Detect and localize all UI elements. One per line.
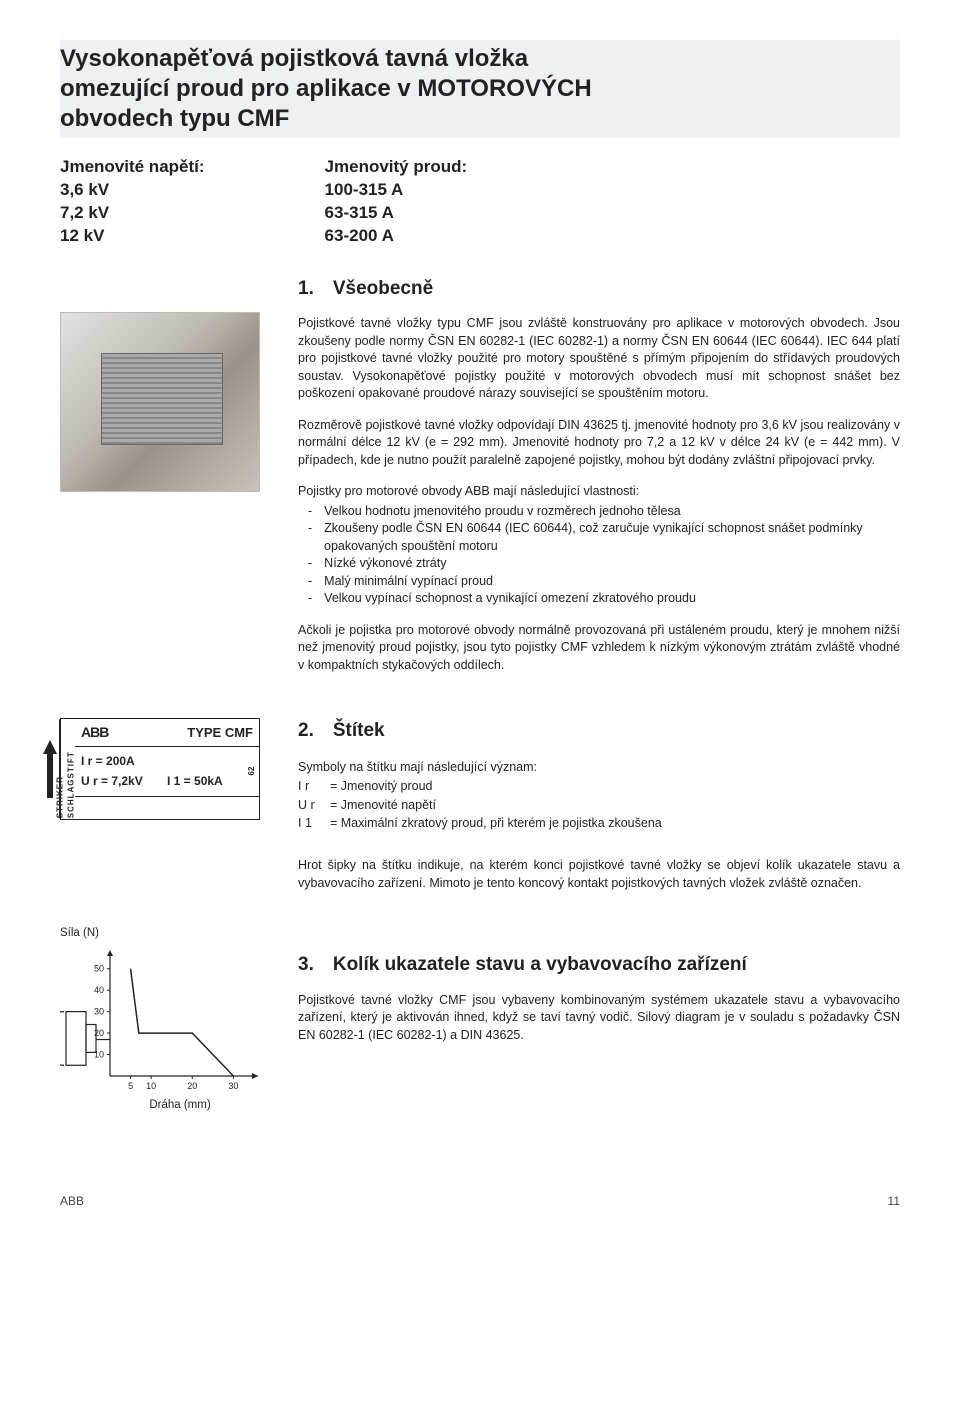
section-1-p3-intro: Pojistky pro motorové obvody ABB mají ná… [298, 483, 900, 501]
section-3: Síla (N) 10 20 30 40 50 5 10 20 30 Dráha (mm) 3.… [60, 926, 900, 1113]
title-line-2: omezující proud pro aplikace v MOTOROVÝC… [60, 75, 592, 102]
type-text: TYPE CMF [187, 724, 253, 742]
force-diagram: 10 20 30 40 50 5 10 20 30 Dráha (mm) [60, 948, 260, 1114]
label-ir: I r = 200A [81, 753, 167, 769]
symbols-intro: Symboly na štítku mají následující význa… [298, 758, 900, 777]
svg-text:20: 20 [94, 1028, 104, 1038]
force-chart-col: Síla (N) 10 20 30 40 50 5 10 20 30 Dráha (mm) [60, 926, 270, 1113]
svg-text:40: 40 [94, 985, 104, 995]
section-3-text: 3. Kolík ukazatele stavu a vybavovacího … [298, 926, 900, 1113]
prop-3: Malý minimální vypínací proud [298, 573, 900, 591]
label-plate: STRIKER – SCHLAGSTIFT ABB TYPE CMF I r =… [60, 718, 260, 819]
def-i1: = Maximální zkratový proud, při kterém j… [330, 814, 662, 833]
sym-ir: I r [298, 777, 320, 796]
current-row-1: 63-315 A [325, 202, 468, 225]
section-1: 1. Všeobecně Pojistkové tavné vložky typ… [60, 276, 900, 689]
properties-list: Velkou hodnotu jmenovitého proudu v rozm… [298, 503, 900, 608]
prop-2: Nízké výkonové ztráty [298, 555, 900, 573]
svg-text:10: 10 [94, 1049, 104, 1059]
section-1-heading: 1. Všeobecně [298, 276, 900, 302]
title-line-1: Vysokonapěťová pojistková tavná vložka [60, 45, 528, 72]
voltage-row-0: 3,6 kV [60, 179, 205, 202]
section-2-p2: Hrot šipky na štítku indikuje, na kterém… [298, 857, 900, 892]
page-footer: ABB 11 [60, 1193, 900, 1209]
section-1-p2: Rozměrově pojistkové tavné vložky odpoví… [298, 417, 900, 470]
y-axis-label: Síla (N) [60, 926, 270, 942]
section-3-heading: 3. Kolík ukazatele stavu a vybavovacího … [298, 952, 900, 978]
label-ur: U r = 7,2kV [81, 773, 167, 789]
svg-text:10: 10 [146, 1081, 156, 1091]
title-block: Vysokonapěťová pojistková tavná vložka o… [60, 40, 900, 248]
label-plate-col: STRIKER – SCHLAGSTIFT ABB TYPE CMF I r =… [60, 718, 270, 906]
page-title: Vysokonapěťová pojistková tavná vložka o… [60, 40, 900, 138]
label-rot: 62 [247, 767, 258, 776]
abb-logo: ABB [81, 723, 108, 742]
svg-text:20: 20 [187, 1081, 197, 1091]
def-ur: = Jmenovité napětí [330, 796, 436, 815]
svg-text:5: 5 [128, 1081, 133, 1091]
footer-left: ABB [60, 1193, 84, 1209]
current-row-2: 63-200 A [325, 225, 468, 248]
label-i1: I 1 = 50kA [167, 773, 253, 789]
prop-4: Velkou vypínací schopnost a vynikající o… [298, 590, 900, 608]
label-top-row: ABB TYPE CMF [75, 719, 259, 747]
section-3-p1: Pojistkové tavné vložky CMF jsou vybaven… [298, 992, 900, 1045]
prop-1: Zkoušeny podle ČSN EN 60644 (IEC 60644),… [298, 520, 900, 555]
svg-text:30: 30 [94, 1006, 104, 1016]
section-1-p1: Pojistkové tavné vložky typu CMF jsou zv… [298, 315, 900, 403]
voltage-row-2: 12 kV [60, 225, 205, 248]
motor-image-col [60, 276, 270, 689]
section-2-text: 2. Štítek Symboly na štítku mají následu… [298, 718, 900, 906]
voltage-column: Jmenovité napětí: 3,6 kV 7,2 kV 12 kV [60, 156, 205, 248]
motor-image [60, 312, 260, 492]
voltage-row-1: 7,2 kV [60, 202, 205, 225]
section-1-p4: Ačkoli je pojistka pro motorové obvody n… [298, 622, 900, 675]
svg-text:30: 30 [228, 1081, 238, 1091]
label-bottom-row [75, 797, 259, 819]
symbol-definitions: Symboly na štítku mají následující význa… [298, 758, 900, 833]
footer-right: 11 [888, 1193, 900, 1209]
section-1-text: 1. Všeobecně Pojistkové tavné vložky typ… [298, 276, 900, 689]
prop-0: Velkou hodnotu jmenovitého proudu v rozm… [298, 503, 900, 521]
current-row-0: 100-315 A [325, 179, 468, 202]
current-column: Jmenovitý proud: 100-315 A 63-315 A 63-2… [325, 156, 468, 248]
force-chart-svg: 10 20 30 40 50 5 10 20 30 [60, 948, 260, 1098]
label-mid-row: I r = 200A U r = 7,2kV I 1 = 50kA 62 [75, 747, 259, 796]
ratings-table: Jmenovité napětí: 3,6 kV 7,2 kV 12 kV Jm… [60, 156, 900, 248]
svg-text:50: 50 [94, 963, 104, 973]
sym-i1: I 1 [298, 814, 320, 833]
x-axis-label: Dráha (mm) [100, 1098, 260, 1114]
section-2-heading: 2. Štítek [298, 718, 900, 744]
title-line-3: obvodech typu CMF [60, 105, 289, 132]
def-ir: = Jmenovitý proud [330, 777, 432, 796]
section-2: STRIKER – SCHLAGSTIFT ABB TYPE CMF I r =… [60, 718, 900, 906]
striker-side-text: STRIKER – SCHLAGSTIFT [59, 719, 73, 818]
sym-ur: U r [298, 796, 320, 815]
current-label: Jmenovitý proud: [325, 156, 468, 179]
voltage-label: Jmenovité napětí: [60, 156, 205, 179]
